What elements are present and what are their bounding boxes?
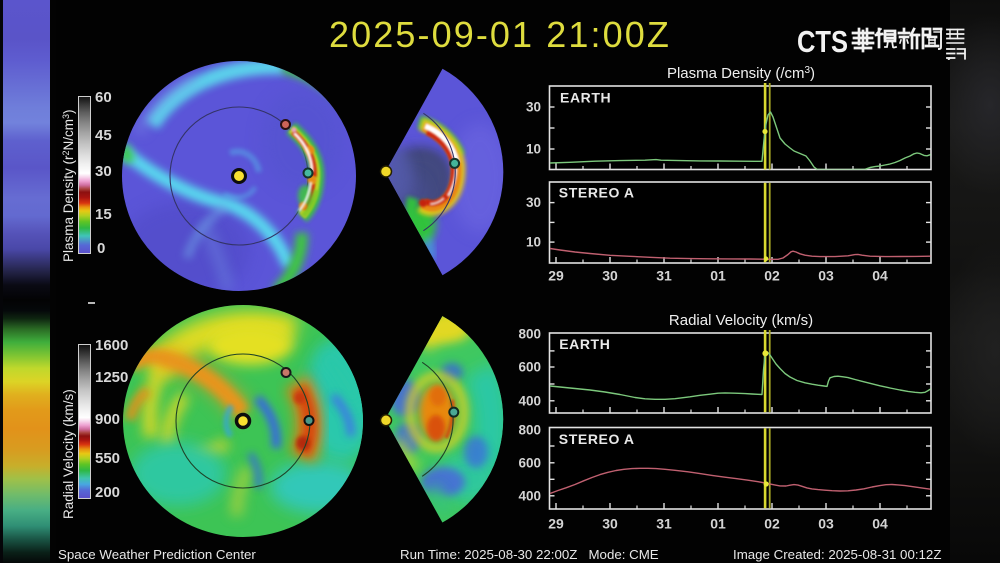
svg-text:10: 10 bbox=[526, 235, 541, 250]
svg-text:30: 30 bbox=[602, 516, 618, 532]
svg-text:STEREO A: STEREO A bbox=[559, 431, 635, 447]
svg-text:02: 02 bbox=[764, 516, 780, 532]
svg-text:02: 02 bbox=[764, 268, 780, 284]
svg-text:04: 04 bbox=[872, 268, 888, 284]
svg-text:CTS: CTS bbox=[797, 26, 848, 59]
svg-text:29: 29 bbox=[548, 268, 564, 284]
svg-text:600: 600 bbox=[518, 455, 541, 470]
svg-text:EARTH: EARTH bbox=[559, 336, 610, 352]
svg-text:30: 30 bbox=[526, 195, 541, 210]
svg-text:30: 30 bbox=[526, 100, 541, 115]
svg-text:Radial Velocity (km/s): Radial Velocity (km/s) bbox=[669, 312, 813, 329]
svg-text:30: 30 bbox=[602, 268, 618, 284]
svg-text:04: 04 bbox=[872, 516, 888, 532]
svg-text:600: 600 bbox=[518, 360, 541, 375]
svg-text:Plasma Density (/cm3): Plasma Density (/cm3) bbox=[667, 65, 815, 82]
svg-text:03: 03 bbox=[818, 268, 834, 284]
svg-text:STEREO A: STEREO A bbox=[559, 185, 635, 201]
svg-text:800: 800 bbox=[518, 422, 541, 437]
svg-text:400: 400 bbox=[518, 488, 541, 503]
svg-text:31: 31 bbox=[656, 516, 672, 532]
svg-text:03: 03 bbox=[818, 516, 834, 532]
svg-text:01: 01 bbox=[710, 268, 726, 284]
svg-text:31: 31 bbox=[656, 268, 672, 284]
svg-text:EARTH: EARTH bbox=[560, 90, 611, 106]
svg-text:800: 800 bbox=[518, 327, 541, 342]
svg-text:29: 29 bbox=[548, 516, 564, 532]
svg-text:400: 400 bbox=[518, 393, 541, 408]
svg-text:01: 01 bbox=[710, 516, 726, 532]
svg-text:10: 10 bbox=[526, 142, 541, 157]
